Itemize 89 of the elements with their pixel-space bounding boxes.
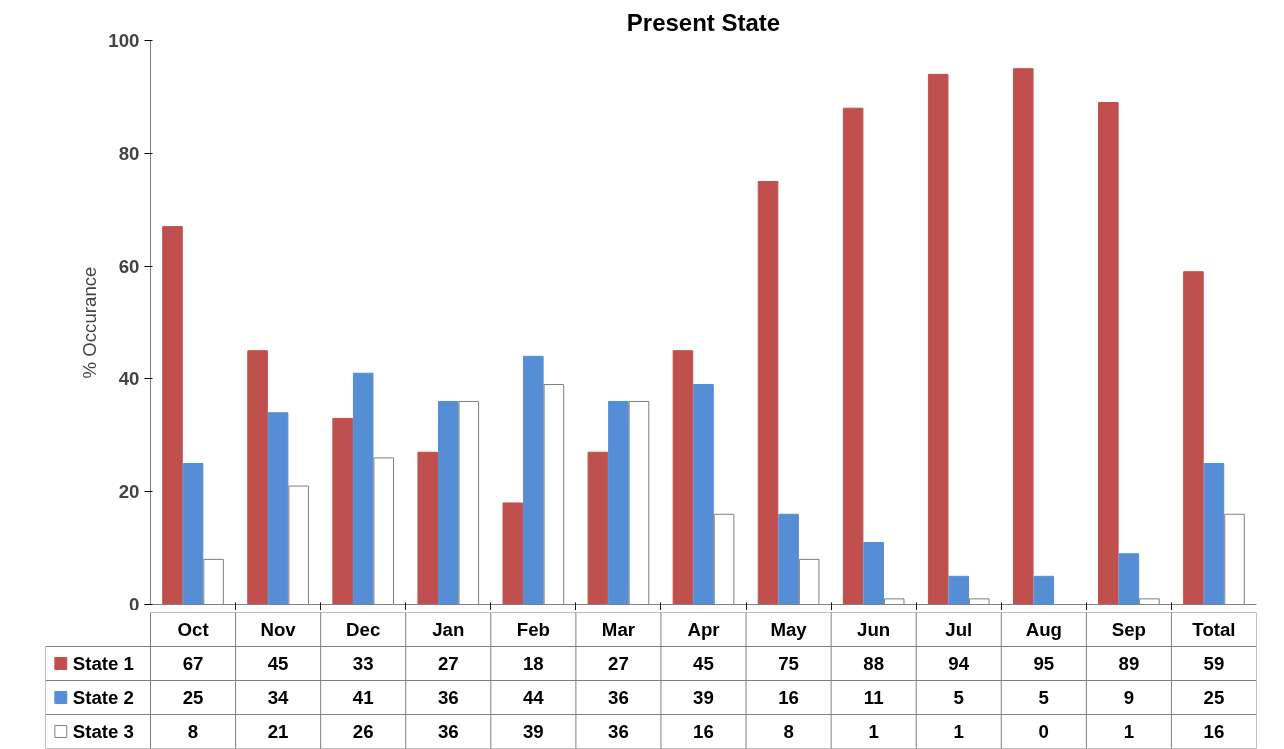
data-label: 27: [608, 653, 629, 674]
bar: [502, 502, 524, 605]
y-tick-label: 80: [118, 142, 140, 164]
data-label: 16: [1203, 721, 1225, 742]
data-label: 95: [1033, 653, 1055, 674]
data-label: 25: [1203, 687, 1225, 708]
chart-title: Present State: [626, 8, 781, 36]
bar: [842, 107, 864, 605]
bar: [927, 73, 949, 605]
x-tick-label: Feb: [516, 619, 550, 640]
x-tick-label: Mar: [601, 619, 636, 640]
x-tick-label: Nov: [260, 619, 297, 640]
data-label: 75: [778, 653, 799, 674]
y-tick-label: 100: [108, 30, 140, 51]
x-tick-label: Jul: [945, 619, 973, 640]
data-label: 9: [1123, 687, 1135, 708]
data-label: 18: [522, 653, 544, 674]
data-label: 26: [352, 721, 374, 742]
legend-label: State 2: [72, 687, 134, 708]
data-label: 36: [608, 687, 629, 708]
data-label: 45: [693, 653, 714, 674]
data-label: 1: [953, 721, 964, 742]
data-label: 39: [693, 687, 714, 708]
data-label: 36: [608, 721, 629, 742]
data-label: 39: [522, 721, 544, 742]
y-tick-label: 20: [118, 481, 140, 503]
bar: [863, 541, 884, 605]
bar: [332, 417, 353, 605]
x-tick-label: Total: [1192, 619, 1236, 640]
x-tick-label: Sep: [1111, 619, 1146, 640]
bar: [417, 451, 439, 605]
bar: [693, 384, 714, 605]
data-label: 41: [352, 687, 374, 708]
bar: [1098, 102, 1119, 605]
x-tick-label: Oct: [177, 619, 209, 640]
data-label: 45: [267, 653, 289, 674]
bar: [352, 372, 374, 605]
data-label: 16: [778, 687, 799, 708]
data-label: 0: [1038, 721, 1050, 742]
bar: [608, 400, 629, 605]
bar: [587, 451, 609, 605]
bar: [1033, 575, 1055, 605]
data-label: 44: [522, 687, 545, 708]
data-label: 8: [783, 721, 794, 742]
bar: [1183, 271, 1204, 605]
data-label: 36: [437, 687, 459, 708]
legend-label: State 3: [72, 721, 134, 742]
bar: [757, 181, 779, 605]
data-label: 34: [267, 687, 290, 708]
data-label: 5: [1038, 687, 1050, 708]
bar: [672, 350, 694, 605]
bar: [778, 513, 799, 605]
y-tick-label: 60: [118, 255, 140, 277]
data-label: 59: [1203, 653, 1225, 674]
bar: [523, 355, 544, 605]
data-label: 33: [352, 653, 374, 674]
data-label: 11: [863, 687, 884, 708]
x-tick-label: May: [770, 619, 808, 640]
data-label: 25: [182, 687, 204, 708]
data-label: 16: [693, 721, 714, 742]
y-tick-label: 40: [118, 368, 140, 390]
data-label: 94: [948, 653, 970, 674]
x-tick-label: Apr: [687, 619, 720, 640]
bar: [267, 412, 289, 605]
data-label: 89: [1118, 653, 1140, 674]
bar: [948, 575, 970, 605]
data-label: 21: [267, 721, 289, 742]
x-tick-label: Jun: [857, 619, 891, 640]
data-label: 36: [437, 721, 459, 742]
bar: [247, 350, 268, 605]
bar: [1203, 463, 1225, 605]
x-tick-label: Jan: [432, 619, 465, 640]
data-label: 8: [187, 721, 199, 742]
data-label: 1: [1123, 721, 1135, 742]
x-tick-label: Aug: [1025, 619, 1062, 640]
data-label: 67: [182, 653, 204, 674]
bar: [182, 463, 204, 605]
bar: [1118, 553, 1140, 605]
y-axis-title: % Occurance: [79, 266, 101, 379]
y-tick-label: 0: [129, 593, 140, 615]
legend-label: State 1: [72, 653, 134, 674]
x-tick-label: Dec: [346, 619, 381, 640]
data-label: 5: [953, 687, 964, 708]
data-label: 1: [868, 721, 879, 742]
data-label: 88: [863, 653, 885, 674]
bar: [1012, 68, 1034, 605]
data-label: 27: [437, 653, 459, 674]
bar: [162, 226, 183, 605]
bar: [437, 400, 459, 605]
